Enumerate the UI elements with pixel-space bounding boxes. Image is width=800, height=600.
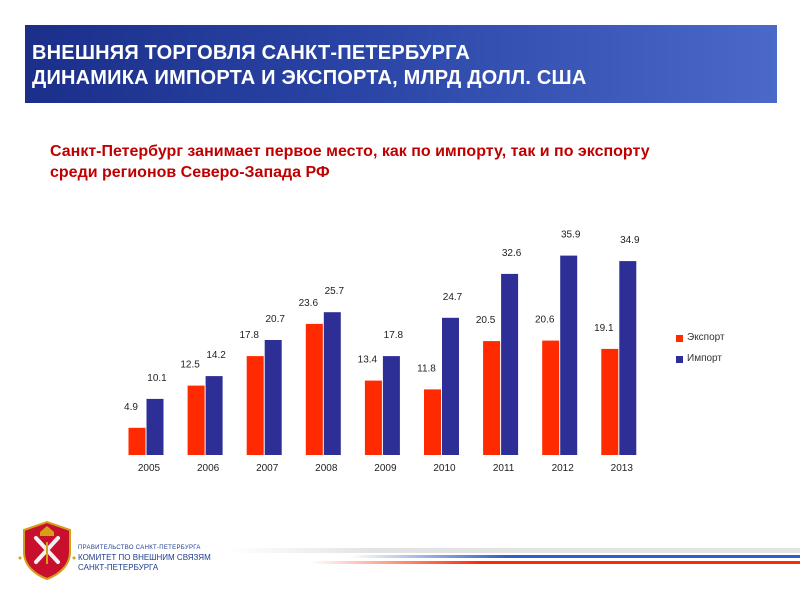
bar-import-2009 bbox=[382, 356, 400, 455]
data-label-export-2007: 17.8 bbox=[239, 330, 259, 341]
bar-export-2012 bbox=[542, 340, 560, 455]
stripe-gray bbox=[230, 548, 800, 553]
bar-import-2005 bbox=[146, 398, 164, 455]
bar-import-2010 bbox=[442, 317, 459, 455]
org-name-line-1: ПРАВИТЕЛЬСТВО САНКТ-ПЕТЕРБУРГА bbox=[78, 545, 201, 551]
stripe-red bbox=[310, 561, 800, 564]
stripe-blue bbox=[350, 555, 800, 558]
data-label-import-2005: 10.1 bbox=[147, 373, 167, 384]
bar-export-2005 bbox=[128, 427, 146, 455]
data-label-import-2012: 35.9 bbox=[561, 230, 581, 241]
subtitle-line-1: Санкт-Петербург занимает первое место, к… bbox=[50, 143, 650, 160]
bar-import-2013 bbox=[619, 261, 637, 455]
page-title-line-2: ДИНАМИКА ИМПОРТА И ЭКСПОРТА, МЛРД ДОЛЛ. … bbox=[32, 67, 587, 89]
x-tick-labels-group: 2005 2006 2007 2008 2009 2010 2011 2012 2013 bbox=[138, 463, 633, 474]
data-label-import-2010: 24.7 bbox=[443, 292, 463, 303]
bar-export-2010 bbox=[424, 389, 441, 455]
data-label-import-2013: 34.9 bbox=[620, 235, 640, 246]
data-label-import-2011: 32.6 bbox=[502, 248, 522, 259]
data-label-export-2010: 11.8 bbox=[417, 363, 436, 374]
data-labels-group: 4.9 10.1 12.5 14.2 17.8 20.7 23.6 25.7 13.4 17.8 1… bbox=[124, 230, 640, 413]
data-label-import-2009: 17.8 bbox=[384, 330, 404, 341]
bar-export-2013 bbox=[601, 348, 619, 455]
data-label-export-2006: 12.5 bbox=[180, 360, 200, 371]
x-tick-2013: 2013 bbox=[611, 463, 634, 474]
data-label-import-2007: 20.7 bbox=[265, 314, 285, 325]
data-label-export-2012: 20.6 bbox=[535, 315, 555, 326]
subtitle-line-2: среди регионов Северо-Запада РФ bbox=[50, 164, 330, 181]
data-label-export-2013: 19.1 bbox=[594, 323, 614, 334]
x-tick-2005: 2005 bbox=[138, 463, 161, 474]
data-label-export-2008: 23.6 bbox=[299, 298, 319, 309]
x-tick-2012: 2012 bbox=[552, 463, 575, 474]
org-name-line-3: САНКТ-ПЕТЕРБУРГА bbox=[78, 563, 159, 572]
x-tick-2006: 2006 bbox=[197, 463, 220, 474]
bar-export-2011 bbox=[483, 341, 501, 455]
bar-export-2006 bbox=[187, 385, 205, 455]
bars-group bbox=[128, 255, 637, 455]
legend-label-export: Экспорт bbox=[687, 332, 725, 343]
legend-label-import: Импорт bbox=[687, 353, 722, 364]
header-bar bbox=[25, 25, 777, 103]
org-name-line-2: КОМИТЕТ ПО ВНЕШНИМ СВЯЗЯМ bbox=[78, 553, 211, 562]
x-tick-2008: 2008 bbox=[315, 463, 338, 474]
legend-swatch-import bbox=[676, 356, 683, 363]
bar-import-2007 bbox=[264, 340, 282, 455]
data-label-export-2009: 13.4 bbox=[358, 355, 378, 366]
bar-import-2012 bbox=[560, 255, 578, 455]
footer-decorative-stripes bbox=[230, 548, 800, 564]
data-label-export-2011: 20.5 bbox=[476, 315, 496, 326]
legend-swatch-export bbox=[676, 335, 683, 342]
x-tick-2010: 2010 bbox=[433, 463, 456, 474]
data-label-import-2008: 25.7 bbox=[325, 286, 345, 297]
data-label-import-2006: 14.2 bbox=[206, 350, 226, 361]
bar-export-2008 bbox=[305, 323, 323, 455]
x-tick-2009: 2009 bbox=[374, 463, 397, 474]
data-label-export-2005: 4.9 bbox=[124, 402, 138, 413]
bar-import-2008 bbox=[323, 312, 341, 455]
x-tick-2011: 2011 bbox=[493, 463, 515, 474]
page-title-line-1: ВНЕШНЯЯ ТОРГОВЛЯ САНКТ-ПЕТЕРБУРГА bbox=[32, 42, 471, 64]
bar-export-2009 bbox=[364, 380, 382, 455]
st-petersburg-coat-of-arms-icon bbox=[18, 520, 76, 581]
bar-import-2006 bbox=[205, 376, 223, 455]
bar-export-2007 bbox=[246, 356, 264, 455]
bar-import-2011 bbox=[501, 273, 519, 455]
x-tick-2007: 2007 bbox=[256, 463, 279, 474]
